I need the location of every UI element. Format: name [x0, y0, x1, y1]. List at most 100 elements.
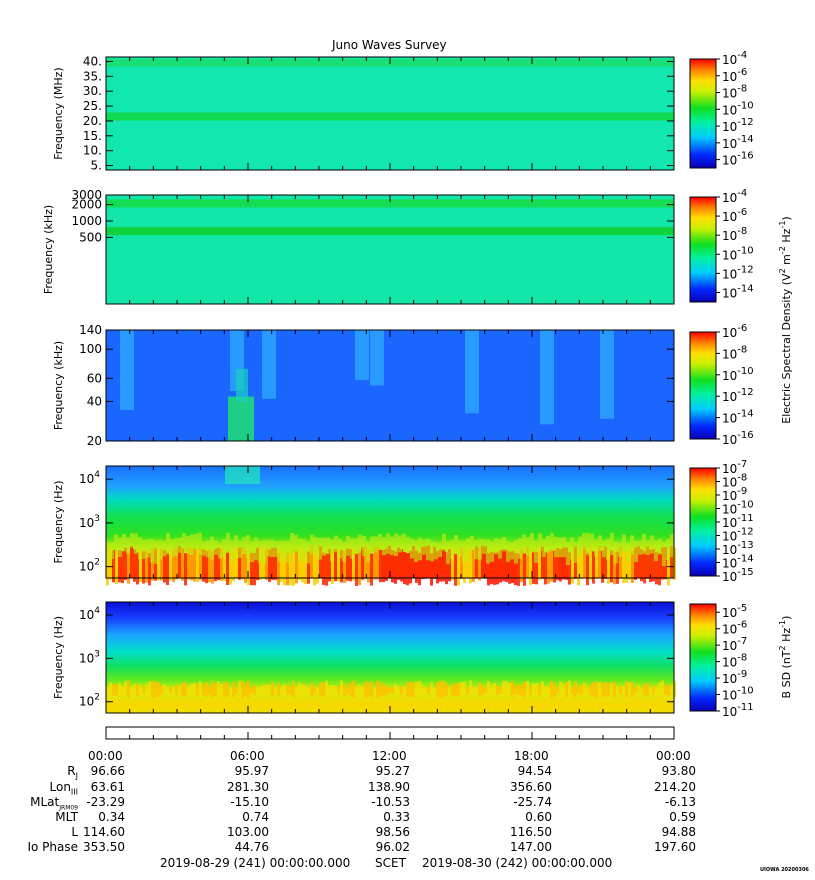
spectral-column	[448, 549, 451, 582]
spectral-column	[295, 551, 298, 584]
spectral-column	[109, 682, 112, 697]
ephemeris-row-label: RJ	[67, 764, 78, 781]
spectral-column	[460, 546, 463, 579]
spectral-column	[362, 535, 366, 557]
spectral-column	[570, 537, 574, 560]
spectral-column	[157, 548, 160, 581]
spectral-column	[511, 550, 514, 584]
spectral-column	[274, 541, 278, 557]
spectral-column	[184, 553, 187, 586]
spectral-column	[640, 687, 643, 694]
spectral-column	[667, 684, 670, 696]
spectral-column	[463, 550, 466, 583]
y-tick-label: 5.	[91, 159, 102, 173]
y-tick-label: 30.	[83, 84, 102, 98]
spectral-column	[438, 542, 442, 557]
spectral-column	[622, 534, 626, 549]
spectral-column	[175, 547, 178, 580]
spectral-column	[664, 685, 667, 695]
spectral-column	[493, 552, 496, 585]
spectral-column	[184, 682, 187, 697]
colorbar-scale	[689, 58, 717, 169]
spectral-column	[422, 539, 426, 555]
y-tick-label: 140	[79, 323, 102, 337]
spectral-column	[220, 548, 223, 581]
spectral-column	[238, 680, 241, 698]
spectral-column	[286, 553, 289, 586]
spectral-column	[232, 549, 235, 582]
spectral-column	[208, 685, 211, 695]
colorbar-tick-label: 10-12	[722, 264, 754, 281]
spectral-column	[244, 683, 247, 697]
spectral-column	[670, 685, 673, 695]
spectral-column	[406, 553, 409, 586]
spectral-column	[433, 687, 436, 694]
spectral-column	[445, 683, 448, 697]
spectral-column	[601, 550, 604, 583]
spectral-column	[490, 541, 494, 562]
spectral-column	[262, 684, 265, 696]
spectral-column	[457, 553, 460, 586]
spectral-column	[565, 681, 568, 698]
spectral-column	[412, 545, 415, 579]
spectral-column	[247, 553, 250, 586]
spectral-column	[522, 534, 526, 552]
spectral-column	[391, 550, 394, 583]
spectral-column	[421, 684, 424, 696]
spectral-column	[382, 537, 386, 556]
y-tick-label: 10.	[83, 144, 102, 158]
spectral-column	[526, 681, 529, 698]
spectral-column	[211, 680, 214, 698]
spectral-column	[118, 537, 122, 557]
spectral-column	[379, 549, 382, 583]
footer-credit: UIOWA 20200306	[760, 867, 809, 873]
spectral-column	[354, 538, 358, 554]
spectral-column	[148, 681, 151, 698]
spectral-column	[646, 683, 649, 697]
emission-burst	[228, 396, 254, 441]
spectral-column	[646, 546, 649, 579]
spectral-column	[122, 534, 126, 552]
colorbar-scale	[689, 467, 717, 577]
emission-band	[106, 199, 674, 208]
spectral-column	[451, 547, 454, 580]
spectral-column	[505, 680, 508, 698]
y-axis-label: Frequency (Hz)	[52, 481, 65, 564]
spectral-column	[574, 681, 577, 698]
spectral-column	[349, 682, 352, 697]
y-tick-label: 3000	[71, 188, 102, 202]
ephemeris-value: -25.74	[513, 795, 552, 809]
spectral-column	[502, 680, 505, 698]
spectrogram-background	[106, 195, 674, 304]
spectral-column	[314, 537, 318, 556]
spectral-column	[517, 684, 520, 696]
spectral-column	[259, 686, 262, 694]
spectral-column	[454, 553, 457, 586]
spectral-column	[418, 552, 421, 586]
spectral-column	[402, 533, 406, 550]
spectral-column	[313, 687, 316, 694]
spectral-column	[454, 683, 457, 696]
spectral-column	[142, 551, 145, 584]
y-tick-label: 20	[87, 434, 102, 448]
spectral-column	[334, 685, 337, 695]
spectral-column	[270, 539, 274, 557]
spectral-column	[586, 532, 590, 556]
spectral-column	[511, 680, 514, 698]
colorbar-tick-label: 10-8	[722, 226, 747, 243]
spectral-column	[112, 684, 115, 696]
ephemeris-value: 96.66	[90, 764, 125, 778]
spectral-column	[532, 683, 535, 696]
spectral-column	[538, 684, 541, 696]
spectral-column	[226, 552, 229, 586]
spectral-column	[385, 684, 388, 696]
footer-scet-label: SCET	[375, 856, 406, 870]
spectral-column	[127, 680, 130, 699]
emission-burst	[225, 466, 260, 484]
spectral-column	[115, 684, 118, 696]
spectral-column	[307, 687, 310, 694]
spectral-column	[484, 546, 487, 579]
y-tick-label: 40	[87, 394, 102, 408]
spectral-column	[571, 686, 574, 695]
spectral-column	[214, 540, 218, 555]
